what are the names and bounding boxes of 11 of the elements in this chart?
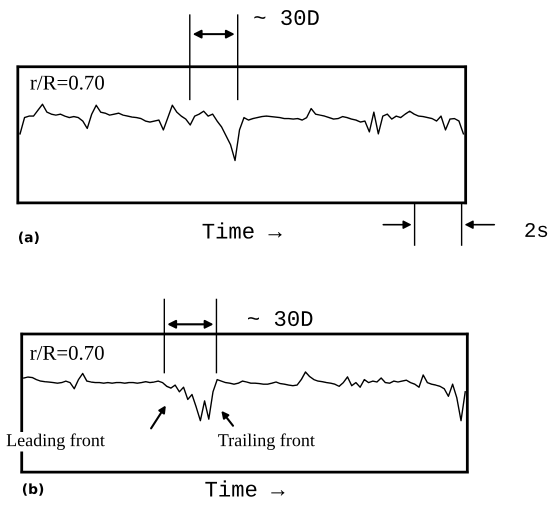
x-axis-title: Time → bbox=[202, 222, 282, 239]
text: 2s bbox=[525, 222, 548, 238]
x-axis-title: Time → bbox=[205, 480, 284, 497]
text: (a) bbox=[19, 232, 39, 244]
text: r/R=0.70 bbox=[30, 76, 104, 90]
text: ~ 30D bbox=[254, 10, 319, 26]
text: (b) bbox=[22, 483, 44, 496]
annotation: Leading front bbox=[6, 433, 105, 450]
text: r/R=0.70 bbox=[30, 346, 104, 360]
annotation: Trailing front bbox=[218, 433, 315, 450]
text: ~ 30D bbox=[248, 311, 312, 326]
